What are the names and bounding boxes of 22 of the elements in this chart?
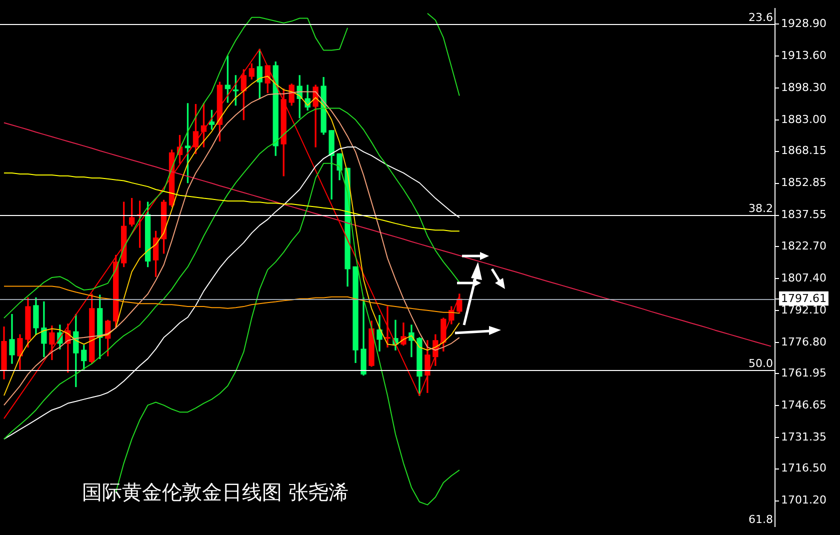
y-tick-label: 1807.40 [781, 271, 826, 284]
annotation: 38.2 [748, 202, 773, 215]
annotation: 23.6 [748, 10, 773, 24]
y-tick-label: 1852.85 [781, 176, 826, 190]
y-tick-label: 1701.20 [781, 494, 826, 507]
y-tick-label: 1761.95 [781, 366, 826, 380]
annotation: 50.0 [748, 356, 773, 370]
y-tick-label: 1776.80 [781, 335, 826, 348]
y-tick-label: 1792.10 [781, 303, 826, 316]
y-tick-label: 1913.60 [781, 48, 826, 62]
y-tick-label: 1731.35 [781, 430, 826, 444]
y-tick-label: 1837.55 [781, 208, 826, 222]
y-tick-label: 1797.61 [781, 292, 826, 305]
y-tick-label: 1716.50 [781, 462, 826, 475]
y-tick-label: 1928.90 [781, 16, 826, 30]
text: 国际黄金伦敦金日线图 张尧浠 [82, 479, 348, 506]
y-tick-label: 1746.65 [781, 398, 826, 412]
annotation: 61.8 [748, 512, 773, 526]
y-tick-label: 1883.00 [781, 113, 826, 126]
y-tick-label: 1898.30 [781, 81, 826, 94]
y-tick-label: 1868.15 [781, 144, 826, 158]
y-tick-label: 1822.70 [781, 239, 826, 252]
